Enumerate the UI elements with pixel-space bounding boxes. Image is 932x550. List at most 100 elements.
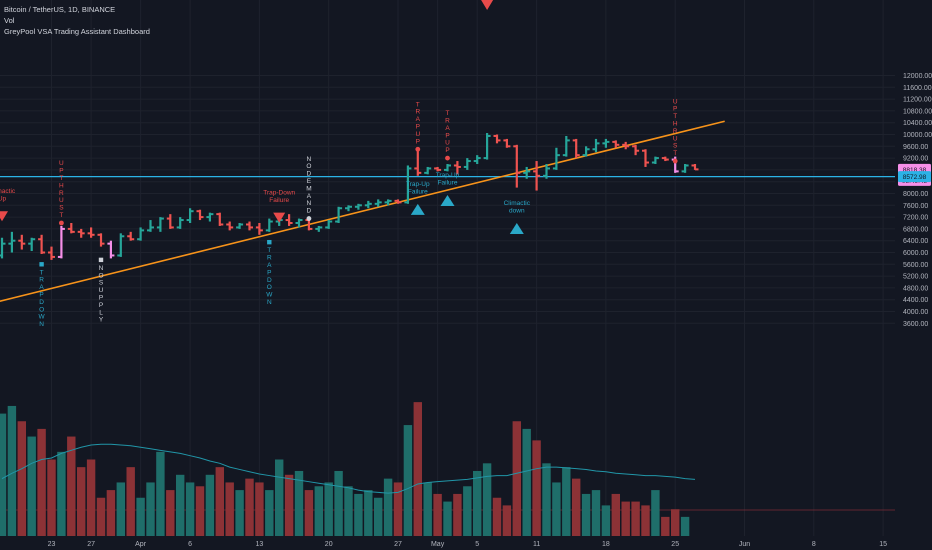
volume-bar xyxy=(0,413,7,536)
time-tick-label: 27 xyxy=(394,541,402,548)
time-tick-label: Apr xyxy=(135,541,147,548)
annotation-letter: P xyxy=(99,302,103,309)
annotation-letter: O xyxy=(98,272,103,279)
price-tick-label: 10000.00 xyxy=(903,132,932,139)
candle xyxy=(473,155,481,164)
candle xyxy=(255,223,263,235)
volume-bar xyxy=(502,505,512,536)
annotation-square xyxy=(39,262,44,267)
candle xyxy=(67,223,75,234)
volume-bar xyxy=(611,493,620,536)
annotation-letter: W xyxy=(39,314,46,321)
signal-label: Trap-Up xyxy=(436,172,460,179)
volume-bar xyxy=(57,451,66,536)
price-tick-label: 3600.00 xyxy=(903,321,928,328)
signal-triangle-up xyxy=(509,223,524,234)
volume-bar xyxy=(591,490,601,536)
top-signal-triangle xyxy=(481,0,494,10)
candle xyxy=(543,164,550,179)
candle xyxy=(681,164,689,173)
volume-ma-line xyxy=(1,443,696,494)
drawn-lines[interactable] xyxy=(0,120,895,305)
volume-bar xyxy=(621,501,630,536)
volume-bar xyxy=(265,490,274,536)
signal-triangle-up xyxy=(440,194,455,206)
candle xyxy=(651,156,659,164)
time-tick-label: 6 xyxy=(188,541,192,548)
annotation-letter: A xyxy=(267,262,272,269)
candle xyxy=(57,225,65,259)
vsa-indicator-label[interactable]: GreyPool VSA Trading Assistant Dashboard xyxy=(4,27,150,36)
volume-bar xyxy=(27,436,36,536)
signal-label: down xyxy=(509,208,525,215)
volume-bar xyxy=(512,421,521,536)
candle xyxy=(513,144,521,188)
volume-bar xyxy=(492,497,502,536)
price-tick-label: 11600.00 xyxy=(903,85,932,92)
annotation-letter: H xyxy=(673,120,678,127)
candle xyxy=(206,212,214,222)
annotation-letter: N xyxy=(39,321,44,328)
volume-bar xyxy=(482,463,492,536)
volume-bar xyxy=(403,425,413,536)
volume-bar xyxy=(215,467,224,536)
volume-bars xyxy=(0,402,690,536)
price-tick-label: 11200.00 xyxy=(903,97,932,104)
annotation-dot xyxy=(415,146,421,152)
price-tick-label: 8000.00 xyxy=(903,191,928,198)
annotation-letter: A xyxy=(307,193,312,200)
time-tick-label: 18 xyxy=(602,541,610,548)
volume-bar xyxy=(433,493,442,536)
price-tick-label: 5600.00 xyxy=(903,262,928,269)
price-axis[interactable]: 3600.00 4000.00 4400.00 4800.00 5200.00 5600.… xyxy=(903,73,932,328)
annotation-letter: R xyxy=(415,109,420,116)
vsa-annotations: TSURHTPUTRAPDOWNNOSUPPLYTRAPDOWNDNAMEDON… xyxy=(0,0,678,328)
price-tick-label: 6800.00 xyxy=(903,226,928,233)
candle xyxy=(354,203,362,210)
volume-bar xyxy=(581,493,591,536)
annotation-letter: D xyxy=(267,277,272,284)
candle xyxy=(533,161,541,191)
volume-bar xyxy=(383,478,393,536)
annotation-letter: N xyxy=(307,200,312,207)
candle xyxy=(97,233,105,247)
time-tick-label: May xyxy=(431,541,445,548)
annotation-letter: U xyxy=(673,135,678,142)
vol-indicator-label[interactable]: Vol xyxy=(4,16,15,25)
annotation-letter: P xyxy=(267,269,271,276)
candle xyxy=(552,147,560,170)
price-tick-label: 4800.00 xyxy=(903,285,928,292)
candle xyxy=(246,221,253,231)
candle xyxy=(295,218,303,228)
symbol-title[interactable]: Bitcoin / TetherUS, 1D, BINANCE xyxy=(4,5,116,14)
annotation-letter: N xyxy=(307,156,312,163)
volume-bar xyxy=(96,497,106,536)
volume-bar xyxy=(641,505,650,536)
annotation-letter: T xyxy=(59,175,63,182)
annotation-letter: P xyxy=(416,138,420,145)
annotation-letter: A xyxy=(39,284,44,291)
candle xyxy=(453,161,461,175)
candle xyxy=(117,233,125,257)
volume-bar xyxy=(671,509,680,536)
candle xyxy=(642,149,649,167)
annotation-letter: M xyxy=(306,185,311,192)
candle xyxy=(48,246,55,260)
volume-bar xyxy=(542,463,551,536)
candle xyxy=(374,199,382,207)
time-axis[interactable]: 23 27 Apr 6 13 20 27 May 5 11 18 25 Jun 8 15 xyxy=(48,541,887,548)
volume-bar xyxy=(136,497,145,536)
volume-bar xyxy=(334,470,343,536)
annotation-letter: U xyxy=(673,98,678,105)
annotation-letter: U xyxy=(99,287,104,294)
candle xyxy=(592,138,600,153)
volume-bar xyxy=(47,459,56,536)
candle xyxy=(364,200,372,209)
candle xyxy=(463,158,471,170)
price-tick-label: 4400.00 xyxy=(903,297,928,304)
